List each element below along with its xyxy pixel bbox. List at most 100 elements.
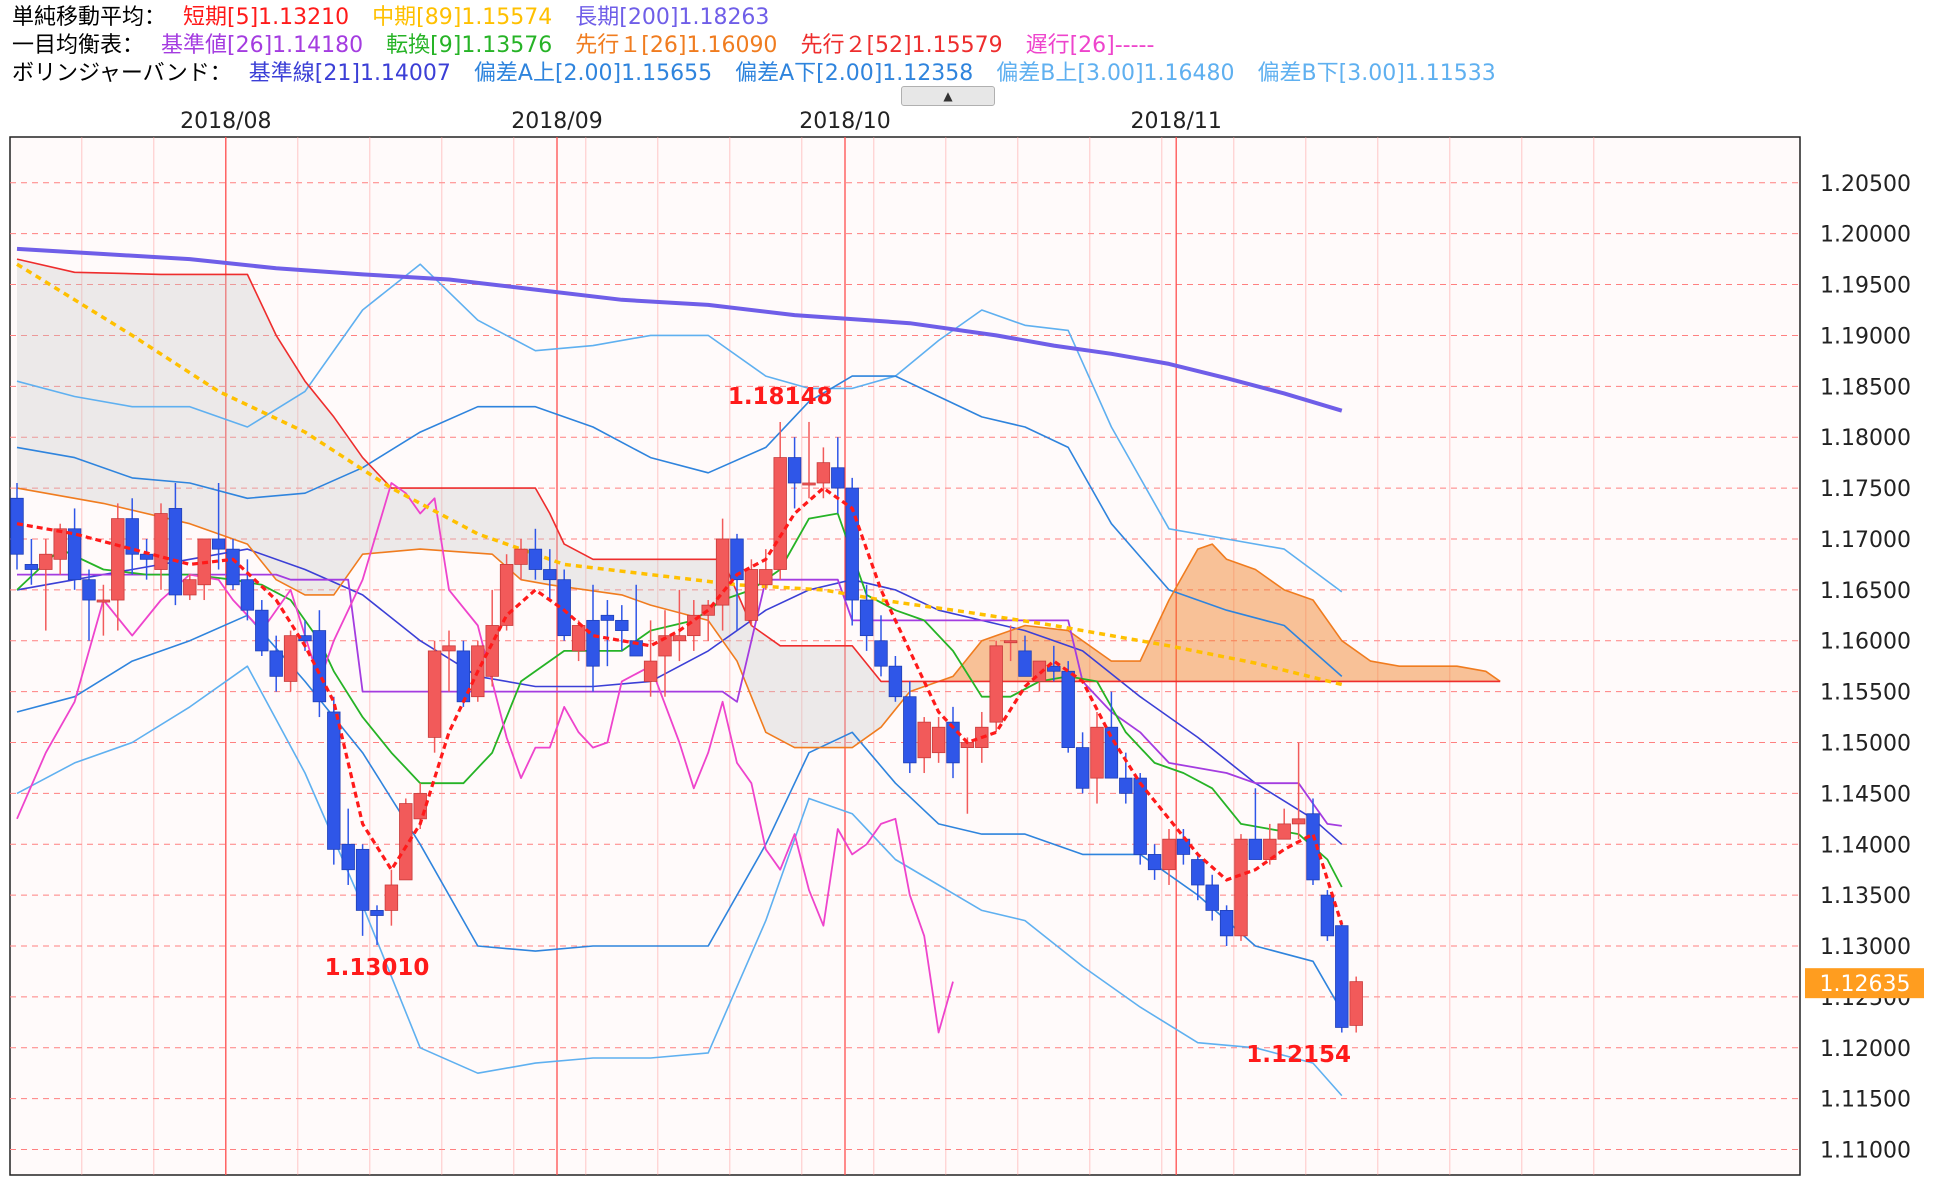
bb-up2-legend: 偏差A上[2.00]1.15655: [473, 61, 713, 86]
candle-body: [1176, 838, 1191, 855]
candle-body: [111, 518, 125, 601]
candle-body: [24, 564, 39, 570]
candle-body: [629, 640, 643, 657]
y-tick-label: 1.19500: [1820, 274, 1911, 299]
y-tick-label: 1.17000: [1820, 528, 1911, 553]
candle-body: [183, 579, 197, 596]
bollinger-lower3-line: [16, 665, 1343, 1097]
candle-body: [82, 579, 96, 601]
candle-body: [341, 843, 355, 871]
candle-body: [1147, 854, 1162, 871]
y-tick-label: 1.11000: [1820, 1139, 1911, 1164]
candle-body: [399, 803, 413, 881]
candle-body: [1335, 925, 1349, 1028]
candle-body: [1205, 884, 1219, 911]
tenkan-legend: 転換[9]1.13576: [386, 33, 553, 58]
candle-body: [571, 625, 586, 652]
candle-body: [240, 579, 255, 611]
legend-collapse-toggle[interactable]: ▲: [901, 86, 995, 106]
candle-body: [327, 711, 341, 850]
candle-body: [1162, 838, 1176, 871]
y-tick-label: 1.12000: [1820, 1037, 1911, 1062]
candles: [10, 421, 1363, 1033]
candle-body: [903, 696, 917, 764]
y-tick-label: 1.18500: [1820, 375, 1911, 400]
candle-body: [39, 553, 53, 570]
candle-body: [125, 518, 139, 555]
candle-body: [456, 650, 471, 703]
candle-body: [701, 604, 715, 616]
span-a-legend: 先行１[26]1.16090: [575, 33, 778, 58]
candle-body: [1133, 777, 1147, 855]
y-tick-label: 1.14000: [1820, 833, 1911, 858]
candle-body: [269, 650, 283, 677]
indicator-legend: 単純移動平均： 短期[5]1.13210 中期[89]1.15574 長期[20…: [0, 0, 1936, 93]
candle-body: [917, 721, 931, 759]
candle-body: [859, 599, 874, 637]
candle-body: [759, 569, 773, 586]
candle-body: [931, 726, 946, 754]
month-label: 2018/10: [799, 109, 890, 134]
month-label: 2018/09: [511, 109, 602, 134]
y-tick-label: 1.20500: [1820, 172, 1911, 197]
candle-body: [816, 462, 831, 484]
y-tick-label: 1.11500: [1820, 1088, 1911, 1113]
y-tick-label: 1.19000: [1820, 324, 1911, 349]
candle-body: [672, 635, 687, 642]
candle-body: [1090, 726, 1104, 779]
y-tick-label: 1.16500: [1820, 579, 1911, 604]
span-b-legend: 先行２[52]1.15579: [800, 33, 1003, 58]
candle-body: [139, 553, 154, 560]
y-tick-label: 1.15000: [1820, 732, 1911, 757]
candle-body: [845, 487, 859, 601]
ichimoku-legend-row: 一目均衡表： 基準値[26]1.14180 転換[9]1.13576 先行１[2…: [12, 32, 1170, 60]
candle-body: [154, 513, 168, 570]
y-tick-label: 1.20000: [1820, 223, 1911, 248]
candle-body: [831, 467, 845, 489]
candle-body: [730, 538, 744, 581]
bb-dn3-legend: 偏差B下[3.00]1.11533: [1257, 61, 1496, 86]
candle-body: [715, 538, 730, 606]
candle-body: [370, 910, 384, 916]
plot-area: [9, 136, 1801, 1176]
candle-body: [168, 508, 183, 596]
candle-body: [586, 619, 600, 667]
candle-body: [1291, 818, 1306, 825]
candle-body: [874, 640, 888, 667]
candle-body: [1018, 650, 1032, 677]
ichimoku-cloud: [17, 259, 935, 748]
candle-body: [1306, 813, 1320, 881]
candle-body: [1219, 910, 1234, 937]
y-tick-label: 1.17500: [1820, 477, 1911, 502]
sma-short-line: [16, 486, 1344, 926]
candle-body: [643, 660, 658, 682]
y-tick-label: 1.18000: [1820, 426, 1911, 451]
caret-up-icon: ▲: [943, 89, 953, 103]
candle-body: [283, 635, 298, 682]
sma-long-legend: 長期[200]1.18263: [575, 5, 770, 30]
candle-body: [384, 884, 399, 911]
candle-body: [442, 645, 456, 652]
y-tick-label: 1.14500: [1820, 782, 1911, 807]
candle-body: [226, 548, 240, 586]
bollinger-legend-label: ボリンジャーバンド：: [12, 61, 232, 86]
y-tick-label: 1.13500: [1820, 884, 1911, 909]
candle-body: [1003, 640, 1018, 644]
bollinger-upper2-line: [16, 375, 1343, 677]
candle-body: [211, 538, 226, 550]
candle-body: [744, 569, 759, 621]
candle-body: [787, 457, 802, 484]
candle-body: [1191, 859, 1205, 886]
sma-legend-row: 単純移動平均： 短期[5]1.13210 中期[89]1.15574 長期[20…: [12, 4, 785, 32]
candle-body: [1349, 981, 1363, 1026]
ichimoku-legend-label: 一目均衡表：: [12, 33, 145, 58]
candle-body: [53, 528, 67, 560]
bb-dn2-legend: 偏差A下[2.00]1.12358: [735, 61, 974, 86]
current-price-tag: [1805, 968, 1924, 999]
candle-body: [1047, 665, 1061, 672]
grid-lines: [10, 137, 1800, 1175]
bollinger-legend-row: ボリンジャーバンド： 基準線[21]1.14007 偏差A上[2.00]1.15…: [12, 60, 1512, 88]
price-annotation: 1.18148: [728, 384, 833, 410]
candle-body: [557, 579, 571, 637]
